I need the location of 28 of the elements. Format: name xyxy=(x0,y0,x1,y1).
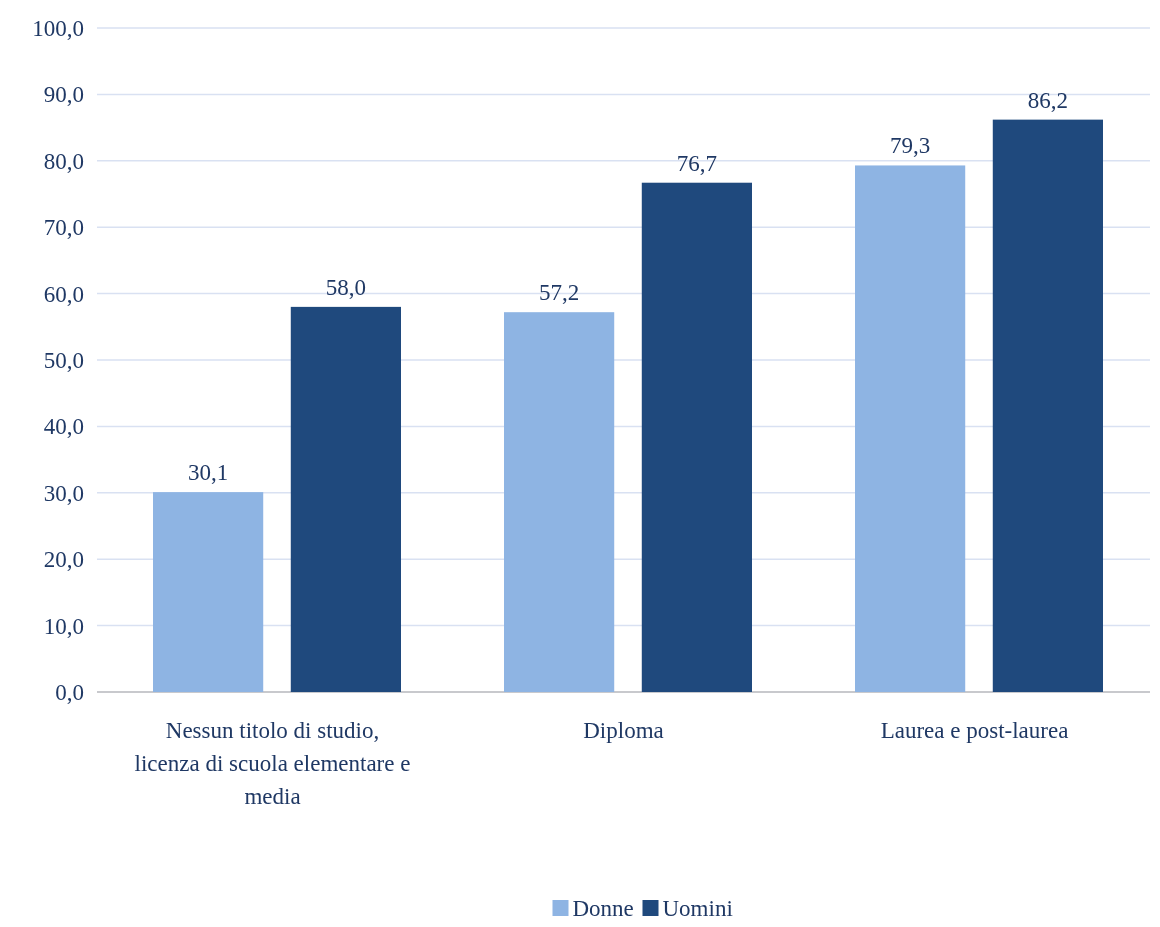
legend-label: Uomini xyxy=(662,896,733,921)
bar xyxy=(641,182,752,692)
bar xyxy=(855,165,966,692)
y-tick-label: 30,0 xyxy=(43,480,84,506)
bar xyxy=(504,312,615,692)
data-label: 57,2 xyxy=(538,280,580,306)
x-tick-label: Nessun titolo di studio, licenza di scuola elementare e media xyxy=(134,718,411,809)
data-label: 79,3 xyxy=(889,133,931,159)
y-tick-label: 60,0 xyxy=(43,281,84,307)
y-tick-label: 40,0 xyxy=(43,414,84,440)
y-tick-label: 80,0 xyxy=(43,148,84,174)
y-tick-label: 20,0 xyxy=(43,547,84,573)
y-tick-label: 70,0 xyxy=(43,215,84,241)
data-label: 76,7 xyxy=(676,150,718,176)
data-label: 30,1 xyxy=(187,460,229,486)
y-tick-label: 10,0 xyxy=(43,613,84,639)
x-tick-label: Laurea e post-laurea xyxy=(880,718,1069,743)
bar xyxy=(290,306,401,692)
bar xyxy=(992,119,1103,692)
data-label: 86,2 xyxy=(1027,87,1069,113)
y-tick-label: 0,0 xyxy=(55,680,84,706)
data-label: 58,0 xyxy=(325,274,367,300)
y-tick-label: 50,0 xyxy=(43,348,84,374)
x-tick-label: Diploma xyxy=(583,718,664,743)
bar xyxy=(153,492,264,692)
y-tick-label: 90,0 xyxy=(43,82,84,108)
legend-label: Donne xyxy=(572,896,634,921)
y-tick-label: 100,0 xyxy=(32,16,84,42)
